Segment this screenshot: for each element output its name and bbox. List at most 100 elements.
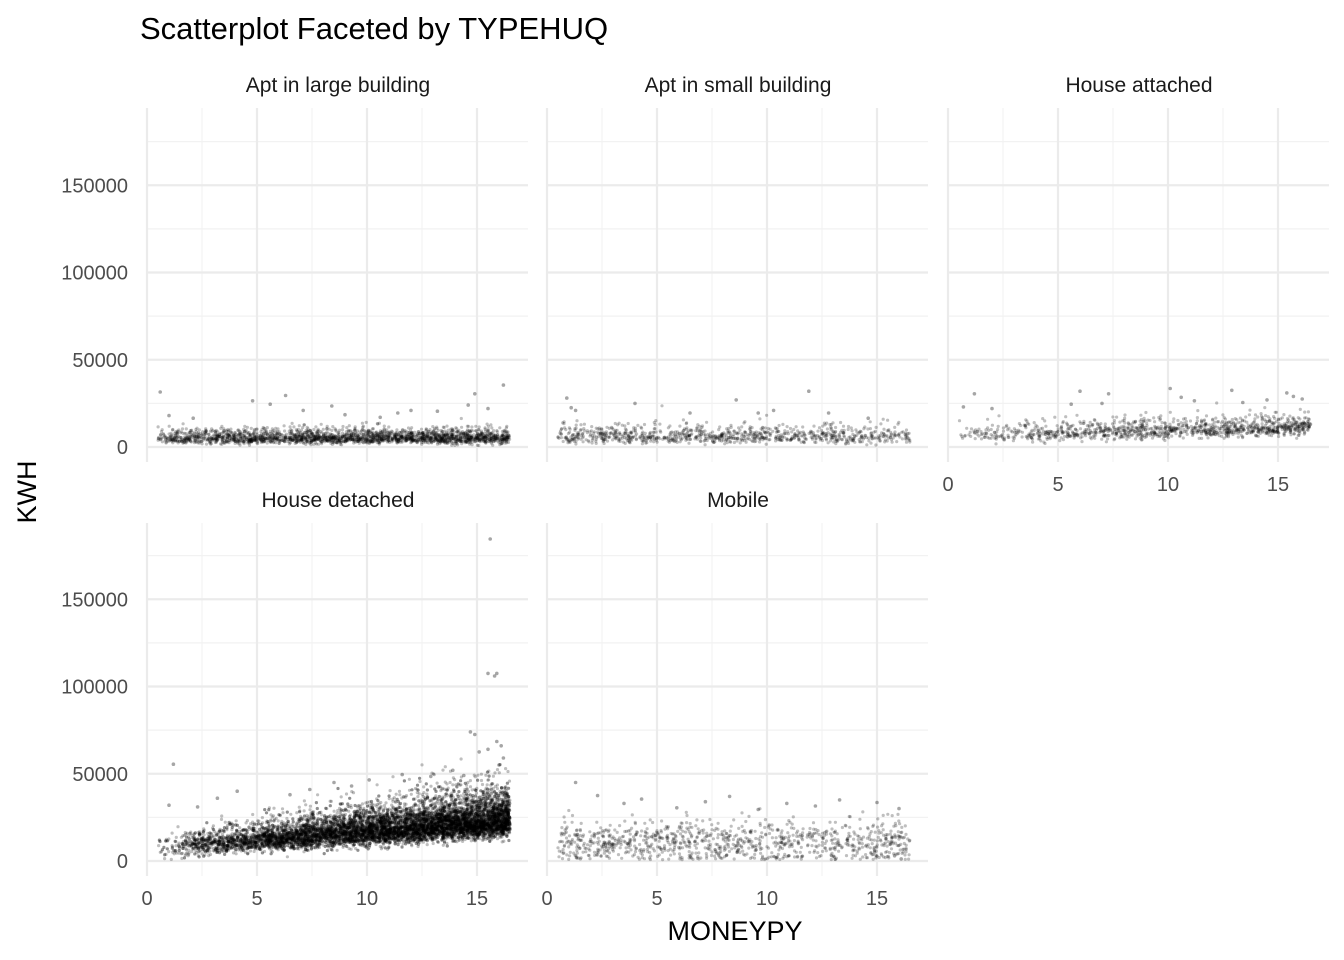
data-point [474, 436, 478, 440]
data-point [897, 432, 901, 436]
data-point [296, 434, 300, 439]
data-point [173, 431, 177, 436]
data-point [1217, 434, 1221, 438]
data-point [492, 433, 496, 438]
data-point [445, 424, 449, 428]
data-point [436, 438, 440, 442]
data-point [1205, 432, 1209, 436]
data-point [1265, 431, 1269, 435]
data-point [1106, 437, 1110, 441]
data-point [317, 436, 321, 440]
data-point [309, 430, 313, 434]
data-point [1111, 415, 1115, 419]
data-point [629, 431, 633, 435]
data-point [698, 424, 702, 428]
data-point [259, 440, 263, 445]
data-point [225, 432, 229, 436]
data-point [353, 433, 357, 438]
data-point [574, 423, 578, 427]
data-point [500, 435, 504, 439]
data-point [502, 437, 506, 441]
data-point [380, 430, 384, 434]
data-point [314, 441, 318, 445]
data-point [203, 436, 207, 440]
data-point [324, 435, 328, 439]
data-point [672, 439, 676, 443]
data-point [296, 427, 301, 432]
data-point [694, 429, 698, 433]
data-point [367, 441, 371, 445]
data-point [483, 438, 487, 443]
y-tick-label: 100000 [61, 263, 128, 285]
data-point [418, 434, 422, 438]
data-point [495, 436, 499, 440]
data-point [334, 429, 338, 433]
data-point [463, 431, 467, 435]
data-point [417, 430, 421, 434]
data-point [771, 408, 776, 413]
data-point [375, 437, 379, 442]
data-point [497, 437, 502, 441]
data-point [283, 393, 288, 398]
data-point [169, 431, 173, 435]
data-point [402, 430, 406, 434]
data-point [495, 429, 499, 433]
data-point [486, 406, 490, 411]
data-point [247, 440, 251, 444]
data-point [1101, 428, 1105, 432]
data-point [1268, 424, 1272, 428]
data-point [393, 434, 397, 438]
x-tick-label: 15 [1267, 474, 1289, 496]
panel-grid [946, 108, 1329, 462]
data-point [428, 437, 432, 441]
data-point [239, 435, 243, 439]
data-point [1078, 427, 1083, 431]
data-point [583, 429, 587, 433]
data-point [225, 435, 229, 439]
data-point [483, 435, 487, 439]
data-point [457, 433, 461, 437]
data-point [421, 441, 425, 445]
data-point [226, 435, 230, 440]
data-point [184, 441, 188, 445]
data-point [1038, 433, 1042, 437]
data-point [440, 436, 444, 440]
data-point [340, 434, 344, 438]
data-point [202, 433, 206, 437]
chart-title: Scatterplot Faceted by TYPEHUQ [140, 11, 608, 46]
data-point [979, 432, 984, 437]
data-point [1055, 434, 1059, 438]
data-point [613, 429, 617, 433]
data-point [250, 437, 254, 441]
data-point [397, 433, 401, 437]
data-point [180, 427, 185, 431]
data-point [183, 431, 187, 435]
data-point [344, 439, 348, 443]
data-point [594, 439, 598, 443]
data-point [238, 443, 242, 447]
data-point [697, 431, 702, 435]
data-point [275, 438, 279, 443]
data-point [1045, 437, 1049, 441]
data-point [1219, 421, 1223, 425]
data-point [170, 438, 175, 442]
data-point [505, 436, 509, 440]
data-point [184, 435, 188, 439]
data-point [406, 426, 411, 430]
data-point [401, 434, 405, 439]
data-point [1123, 413, 1127, 417]
data-point [412, 434, 416, 438]
data-point [1080, 435, 1084, 439]
data-point [495, 433, 500, 437]
data-point [1168, 386, 1172, 391]
data-point [177, 428, 181, 432]
data-point [1125, 437, 1129, 441]
data-point [1001, 426, 1006, 430]
data-point [408, 428, 413, 432]
data-point [486, 427, 490, 431]
data-point [1260, 418, 1264, 422]
data-point [491, 435, 495, 439]
data-point [1182, 427, 1186, 431]
data-point [240, 436, 244, 440]
data-point [302, 432, 306, 437]
